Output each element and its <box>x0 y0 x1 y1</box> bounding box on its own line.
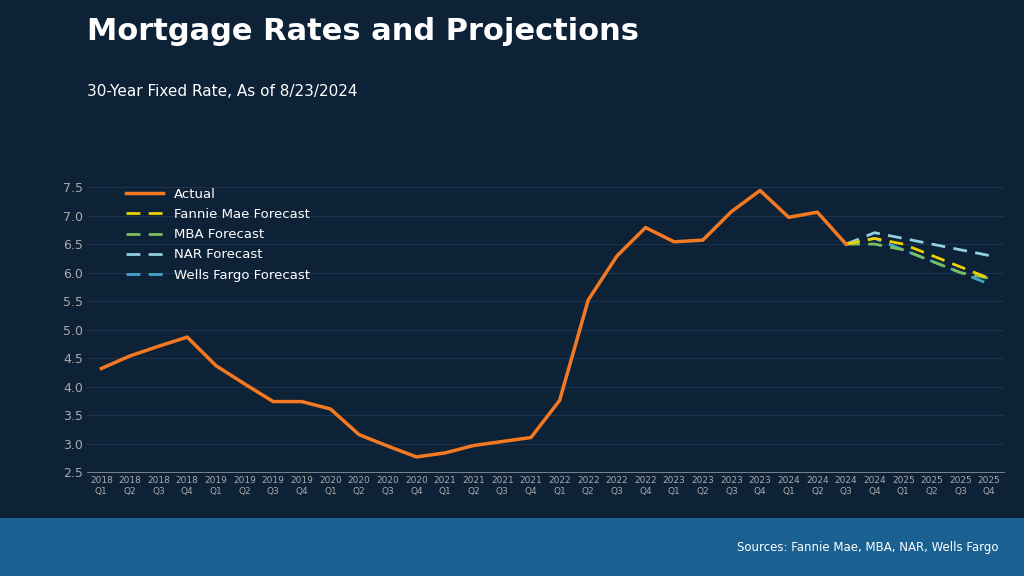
Legend: Actual, Fannie Mae Forecast, MBA Forecast, NAR Forecast, Wells Fargo Forecast: Actual, Fannie Mae Forecast, MBA Forecas… <box>121 183 315 287</box>
Text: Mortgage Rates and Projections: Mortgage Rates and Projections <box>87 17 639 46</box>
Text: Sources: Fannie Mae, MBA, NAR, Wells Fargo: Sources: Fannie Mae, MBA, NAR, Wells Far… <box>737 541 998 554</box>
Text: 30-Year Fixed Rate, As of 8/23/2024: 30-Year Fixed Rate, As of 8/23/2024 <box>87 84 357 98</box>
